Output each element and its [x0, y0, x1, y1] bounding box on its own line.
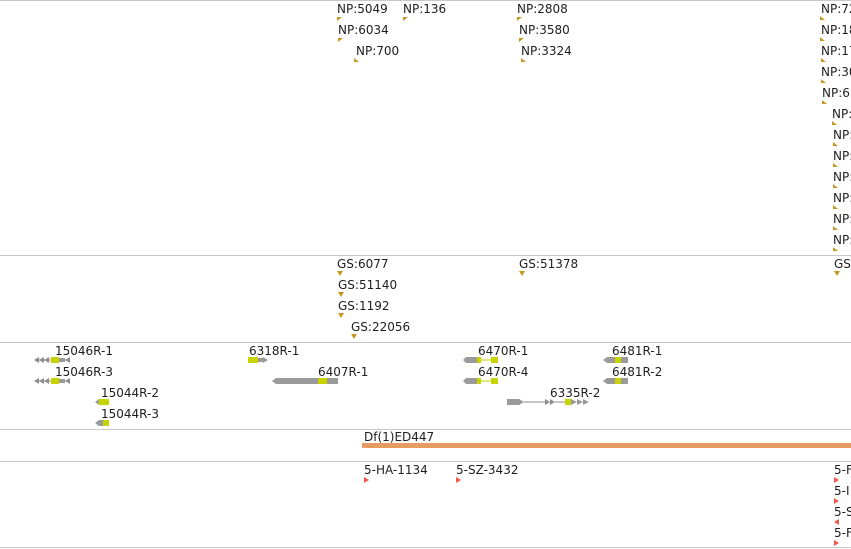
np-label-clipped[interactable]: NP:	[832, 107, 851, 121]
track-separator-top	[0, 0, 851, 1]
insertion-label[interactable]: 5-HA-1134	[364, 463, 428, 477]
insertion-label[interactable]: 5-I	[834, 484, 850, 498]
np-label[interactable]: NP:6	[822, 86, 850, 100]
insertion-marker[interactable]	[364, 477, 369, 483]
deficiency-label[interactable]: Df(1)ED447	[364, 430, 435, 444]
np-marker[interactable]	[517, 17, 522, 21]
gene-model[interactable]	[95, 419, 111, 427]
np-label[interactable]: NP:30	[821, 65, 851, 79]
gene-model[interactable]	[463, 377, 499, 385]
insertion-marker[interactable]	[834, 540, 839, 546]
gs-marker[interactable]	[519, 271, 525, 276]
np-marker[interactable]	[354, 58, 359, 62]
deficiency-bar[interactable]	[362, 443, 851, 448]
np-label-clipped[interactable]: NP:	[833, 191, 851, 205]
insertion-marker[interactable]	[456, 477, 461, 483]
insertion-label[interactable]: 5-F	[834, 526, 851, 540]
np-marker[interactable]	[822, 100, 827, 104]
gene-model[interactable]	[603, 377, 629, 385]
np-marker[interactable]	[833, 184, 838, 188]
track-separator-np-gs	[0, 255, 851, 256]
insertion-label[interactable]: 5-SZ-3432	[456, 463, 519, 477]
np-marker[interactable]	[833, 142, 838, 146]
track-separator-gs-genes	[0, 342, 851, 343]
np-marker[interactable]	[403, 17, 408, 21]
gene-label[interactable]: 6481R-2	[612, 365, 663, 379]
gene-label[interactable]: 6481R-1	[612, 344, 663, 358]
gene-label[interactable]: 6335R-2	[550, 386, 601, 400]
np-label[interactable]: NP:5049	[337, 2, 388, 16]
np-marker[interactable]	[337, 17, 342, 21]
np-label[interactable]: NP:6034	[338, 23, 389, 37]
np-marker[interactable]	[521, 58, 526, 62]
gene-label[interactable]: 15044R-2	[101, 386, 159, 400]
gene-model[interactable]	[248, 356, 270, 364]
np-label-clipped[interactable]: NP:	[833, 128, 851, 142]
insertion-marker[interactable]	[834, 498, 839, 504]
np-label[interactable]: NP:72	[821, 2, 851, 16]
np-label-clipped[interactable]: NP:	[833, 233, 851, 247]
gs-marker[interactable]	[834, 271, 840, 276]
gene-label[interactable]: 6407R-1	[318, 365, 369, 379]
np-marker[interactable]	[833, 247, 838, 251]
track-separator-df-ins	[0, 461, 851, 462]
gene-label[interactable]: 6318R-1	[249, 344, 300, 358]
np-marker[interactable]	[833, 226, 838, 230]
np-label-clipped[interactable]: NP:	[833, 170, 851, 184]
np-marker[interactable]	[820, 16, 825, 20]
gs-label[interactable]: GS:22056	[351, 320, 411, 334]
gene-label[interactable]: 15046R-3	[55, 365, 113, 379]
gene-label[interactable]: 15046R-1	[55, 344, 113, 358]
track-separator-bottom	[0, 547, 851, 548]
insertion-marker[interactable]	[834, 477, 839, 483]
np-label[interactable]: NP:17	[821, 44, 851, 58]
np-label[interactable]: NP:2808	[517, 2, 568, 16]
gs-label[interactable]: GS:51140	[338, 278, 398, 292]
gs-marker[interactable]	[351, 334, 357, 339]
np-label-clipped[interactable]: NP:	[833, 212, 851, 226]
np-label[interactable]: NP:18	[821, 23, 851, 37]
gs-marker[interactable]	[338, 292, 344, 297]
np-marker[interactable]	[821, 79, 826, 83]
np-marker[interactable]	[821, 58, 826, 62]
gs-label[interactable]: GS:1192	[338, 299, 390, 313]
insertion-label[interactable]: 5-S	[834, 505, 851, 519]
gs-marker[interactable]	[337, 271, 343, 276]
gene-label[interactable]: 15044R-3	[101, 407, 159, 421]
np-marker[interactable]	[833, 205, 838, 209]
np-label-clipped[interactable]: NP:	[833, 149, 851, 163]
gs-label[interactable]: GS:51378	[519, 257, 579, 271]
insertion-marker[interactable]	[834, 519, 839, 525]
gs-label[interactable]: GS:6077	[337, 257, 389, 271]
gene-model[interactable]	[34, 377, 74, 385]
gene-label[interactable]: 6470R-1	[478, 344, 529, 358]
np-marker[interactable]	[832, 121, 837, 125]
gene-model[interactable]	[272, 377, 340, 385]
gene-model[interactable]	[463, 356, 499, 364]
gene-model[interactable]	[603, 356, 629, 364]
np-marker[interactable]	[833, 163, 838, 167]
np-label[interactable]: NP:3324	[521, 44, 572, 58]
track-separator-genes-df	[0, 429, 851, 430]
gene-label[interactable]: 6470R-4	[478, 365, 529, 379]
np-marker[interactable]	[820, 37, 825, 41]
gs-marker[interactable]	[338, 313, 344, 318]
np-label[interactable]: NP:3580	[519, 23, 570, 37]
gs-label[interactable]: GS:	[834, 257, 851, 271]
np-marker[interactable]	[519, 38, 524, 42]
gene-model[interactable]	[507, 398, 597, 406]
np-label[interactable]: NP:700	[356, 44, 400, 58]
insertion-label[interactable]: 5-F	[834, 463, 851, 477]
np-marker[interactable]	[338, 38, 343, 42]
gene-model[interactable]	[95, 398, 111, 406]
np-label[interactable]: NP:136	[403, 2, 447, 16]
gene-model[interactable]	[34, 356, 74, 364]
